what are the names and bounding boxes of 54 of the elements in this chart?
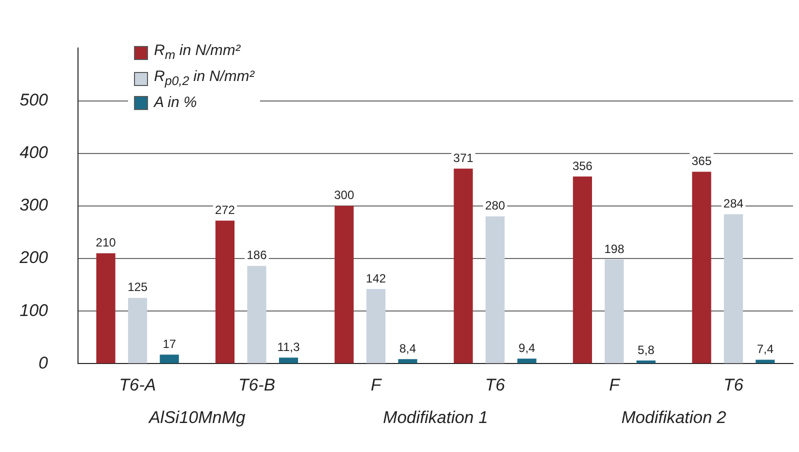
bar (486, 216, 505, 364)
bar (160, 354, 179, 364)
x-tick-label: T6-B (238, 376, 276, 395)
bar (454, 168, 473, 364)
data-label: 9,4 (518, 340, 536, 355)
data-label: 280 (485, 198, 506, 213)
data-label: 356 (572, 158, 593, 173)
data-label: 11,3 (277, 340, 300, 354)
data-label: 198 (604, 242, 625, 256)
x-tick-label: T6 (485, 376, 506, 395)
bar (398, 359, 418, 364)
data-label: 142 (366, 271, 386, 286)
text: Modifikation 2 (620, 408, 728, 428)
y-tick-label: 0 (38, 353, 49, 372)
data-label: 7,4 (756, 342, 774, 356)
bar (604, 260, 624, 364)
y-tick-label: 300 (20, 196, 49, 215)
data-label: 365 (692, 154, 712, 168)
data-label: 125 (128, 280, 148, 294)
data-label: 8,4 (399, 341, 416, 356)
x-tick-label: T6 (723, 376, 744, 395)
data-label: 300 (334, 188, 354, 202)
data-label: 371 (453, 150, 474, 165)
data-label: 284 (723, 196, 744, 211)
legend-label: A in % (154, 93, 197, 113)
bar (692, 172, 712, 364)
bar (96, 253, 116, 364)
legend-label: R$_{p0,2}$ in N/mm² (154, 67, 254, 90)
bar (636, 360, 656, 364)
legend-label: R$_{m}$ in N/mm² (154, 41, 240, 64)
text: AlSi10MnMg (147, 408, 246, 428)
x-tick-label: T6-A (119, 376, 156, 395)
bar (334, 206, 354, 364)
y-tick-label: 500 (20, 90, 49, 110)
bar (724, 214, 743, 364)
text: Modifikation 1 (382, 408, 489, 428)
x-tick-label: F (370, 376, 383, 395)
data-label: 272 (214, 202, 236, 217)
bar (247, 266, 266, 364)
bar (366, 288, 386, 364)
y-tick-label: 200 (18, 248, 49, 268)
x-tick-label: F (609, 376, 622, 395)
y-tick-label: 400 (20, 143, 49, 162)
data-label: 186 (246, 248, 268, 262)
bar (128, 298, 148, 364)
bar (517, 358, 536, 364)
y-tick-label: 100 (20, 300, 49, 320)
bar (572, 176, 592, 364)
bar (756, 360, 775, 364)
bar (278, 358, 298, 364)
data-label: 5,8 (638, 342, 655, 357)
data-label: 17 (162, 336, 176, 351)
data-label: 210 (96, 236, 116, 250)
bar (215, 220, 235, 364)
